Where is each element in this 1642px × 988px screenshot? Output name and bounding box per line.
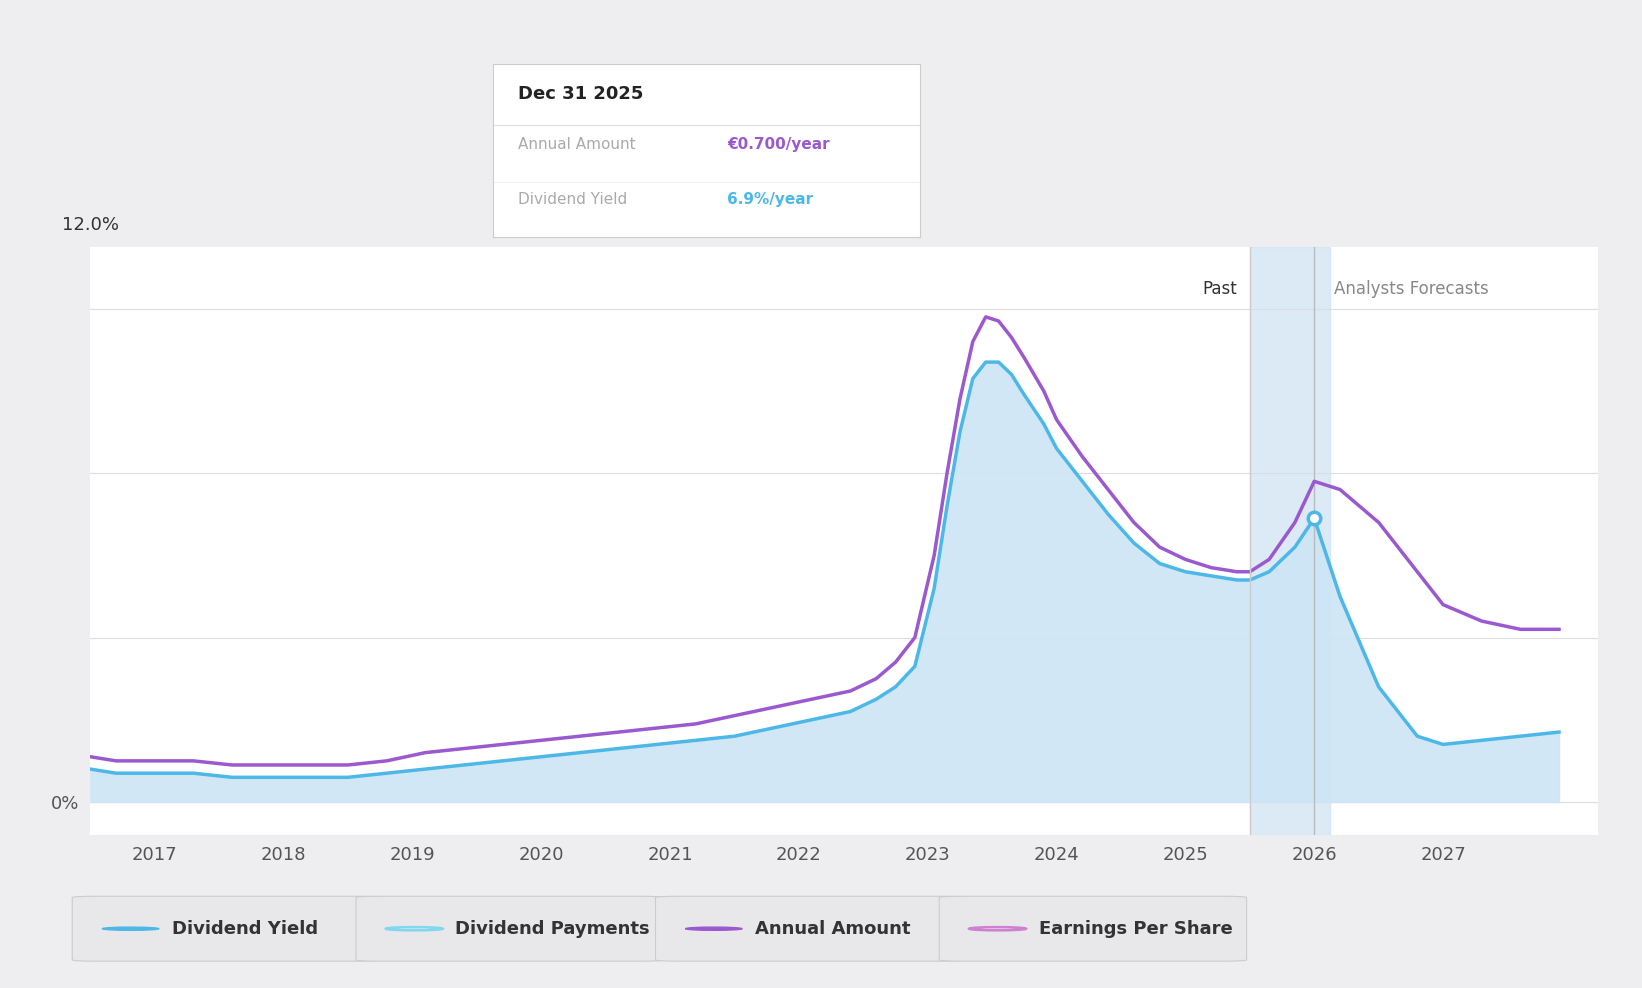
Text: Dividend Payments: Dividend Payments [455, 920, 650, 938]
Text: Dividend Yield: Dividend Yield [171, 920, 317, 938]
Circle shape [685, 927, 742, 931]
Text: Annual Amount: Annual Amount [755, 920, 910, 938]
Text: Analysts Forecasts: Analysts Forecasts [1333, 280, 1488, 298]
Text: 6.9%/year: 6.9%/year [727, 192, 813, 207]
FancyBboxPatch shape [356, 896, 663, 961]
Text: Dec 31 2025: Dec 31 2025 [519, 85, 644, 103]
Bar [1250, 247, 1330, 835]
FancyBboxPatch shape [655, 896, 962, 961]
Text: Annual Amount: Annual Amount [519, 137, 635, 152]
Text: 12.0%: 12.0% [62, 216, 120, 234]
Text: Earnings Per Share: Earnings Per Share [1038, 920, 1232, 938]
FancyBboxPatch shape [939, 896, 1246, 961]
FancyBboxPatch shape [72, 896, 379, 961]
Text: Past: Past [1202, 280, 1236, 298]
Text: €0.700/year: €0.700/year [727, 137, 831, 152]
Text: Dividend Yield: Dividend Yield [519, 192, 627, 207]
Circle shape [102, 927, 159, 931]
